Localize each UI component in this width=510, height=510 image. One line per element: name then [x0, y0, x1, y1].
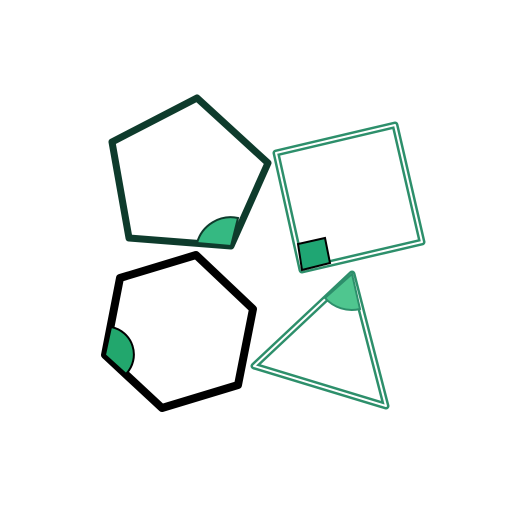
square-right-angle-marker	[296, 236, 332, 272]
hexagon-outline	[101, 251, 257, 412]
pentagon-angle-arc	[195, 216, 240, 248]
hexagon-angle-arc	[103, 325, 135, 376]
triangle-angle-arc	[323, 272, 362, 311]
hexagon-shape	[101, 251, 257, 412]
triangle-shape	[250, 270, 390, 410]
pentagon-outline	[108, 94, 272, 250]
pentagon-shape	[108, 94, 272, 250]
triangle-outline-inner	[253, 273, 387, 407]
square-outline-inner	[275, 124, 423, 271]
square-shape	[272, 121, 426, 274]
